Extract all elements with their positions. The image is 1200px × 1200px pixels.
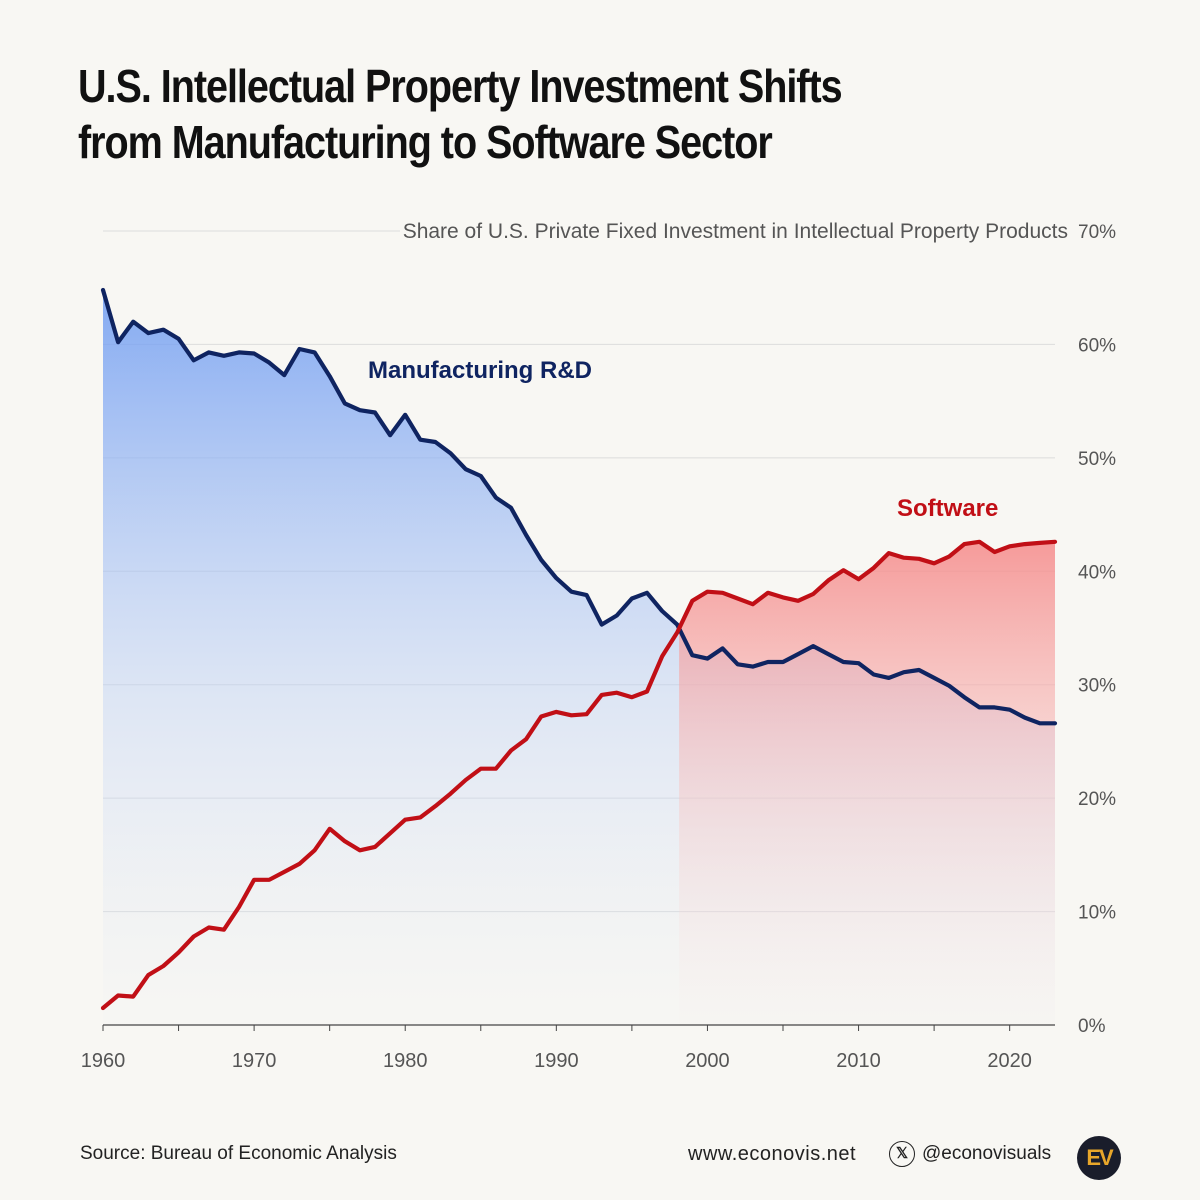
title-line-1: U.S. Intellectual Property Investment Sh… xyxy=(78,60,843,112)
x-tick-label: 2000 xyxy=(685,1050,730,1072)
x-tick-label: 1960 xyxy=(81,1050,126,1072)
y-tick-label: 70% xyxy=(1078,222,1116,243)
x-tick-label: 1970 xyxy=(232,1050,277,1072)
social-handle[interactable]: @econovisuals xyxy=(922,1143,1052,1164)
y-tick-label: 10% xyxy=(1078,903,1116,924)
y-tick-label: 40% xyxy=(1078,562,1116,583)
series-label-software: Software xyxy=(897,495,998,522)
website-link[interactable]: www.econovis.net xyxy=(688,1143,857,1165)
axes: 0% 10% 20% 30% 40% 50% 60% 70% 1960 1970 1980 1990 2… xyxy=(81,222,1116,1072)
y-tick-label: 30% xyxy=(1078,676,1116,697)
x-tick-label: 1990 xyxy=(534,1050,579,1072)
line-chart: 0% 10% 20% 30% 40% 50% 60% 70% 1960 1970 1980 1990 2… xyxy=(81,220,1116,1072)
x-tick-label: 1980 xyxy=(383,1050,428,1072)
x-tick-label: 2020 xyxy=(987,1050,1032,1072)
series-line-manufacturing xyxy=(100,287,1058,726)
chart-subtitle: Share of U.S. Private Fixed Investment i… xyxy=(403,220,1068,243)
chart-title: U.S. Intellectual Property Investment Sh… xyxy=(78,58,938,170)
y-tick-label: 50% xyxy=(1078,449,1116,470)
y-tick-label: 0% xyxy=(1078,1016,1106,1037)
series-line-software xyxy=(100,539,1058,1011)
y-tick-label: 20% xyxy=(1078,789,1116,810)
area-fills xyxy=(103,290,1055,1025)
x-tick-label: 2010 xyxy=(836,1050,881,1072)
y-tick-label: 60% xyxy=(1078,335,1116,356)
title-line-2: from Manufacturing to Software Sector xyxy=(78,116,773,168)
series-lines xyxy=(100,287,1058,1011)
logo: EV xyxy=(1077,1136,1121,1180)
series-label-manufacturing: Manufacturing R&D xyxy=(368,357,592,384)
area-software xyxy=(679,541,1055,1025)
source-note: Source: Bureau of Economic Analysis xyxy=(80,1143,397,1164)
x-icon: 𝕏 xyxy=(889,1141,915,1167)
